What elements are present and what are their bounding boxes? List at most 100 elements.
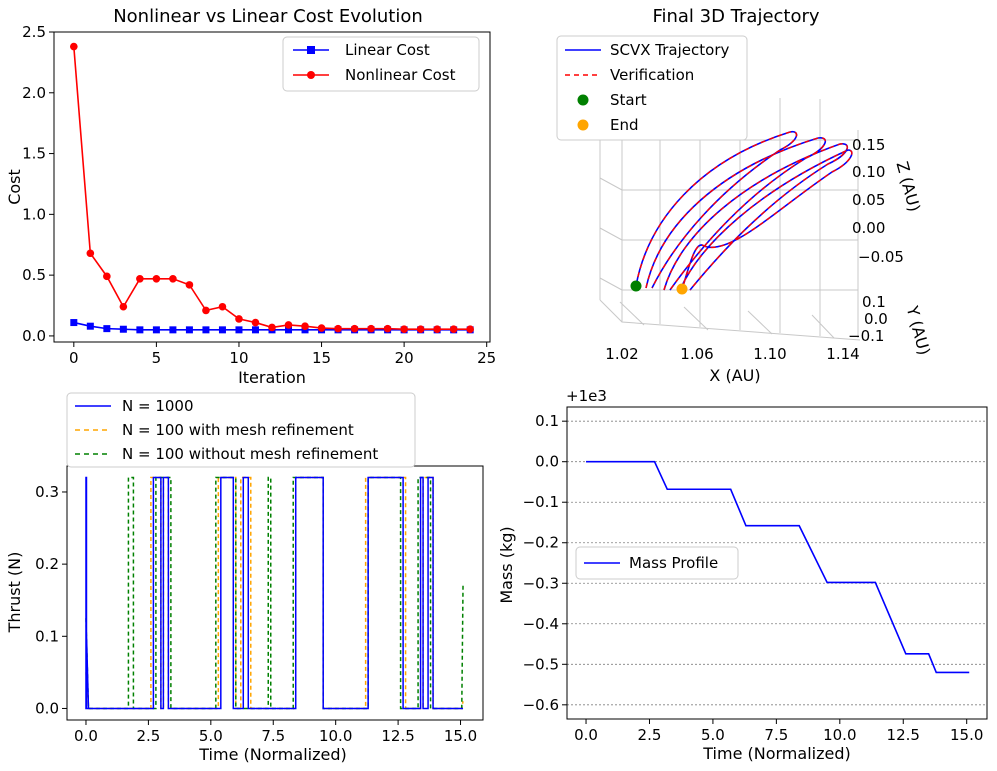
linear-cost-point <box>86 322 94 330</box>
x-tick-label: 5.0 <box>701 726 725 744</box>
nonlinear-cost-point <box>202 306 210 315</box>
x-tick-label: 15 <box>312 349 331 367</box>
nonlinear-cost-point <box>103 272 111 281</box>
cost-chart-frame <box>53 31 491 343</box>
linear-cost-point <box>169 326 177 334</box>
cost-legend-box <box>282 36 480 92</box>
mass-chart-legend: Mass Profile <box>575 546 739 580</box>
thrust-legend-box <box>66 392 416 468</box>
legend-linear-label: Linear Cost <box>345 41 430 59</box>
y-tick-label: −0.4 <box>523 615 559 633</box>
trajectory-3d-chart: Final 3D Trajectory 1.02 1.06 1.10 1.14 <box>556 6 934 385</box>
traj-ytick: −0.1 <box>848 327 884 345</box>
nonlinear-cost-point <box>86 249 95 258</box>
nonlinear-cost-point <box>416 325 425 334</box>
nonlinear-cost-point <box>251 318 260 327</box>
cost-chart-ylabel: Cost <box>5 169 24 205</box>
nonlinear-cost-point <box>466 325 474 334</box>
legend-nonlinear-marker <box>307 71 315 79</box>
traj-ytick: 0.1 <box>862 293 886 311</box>
trajectory-legend: SCVX Trajectory Verification Start End <box>556 35 748 141</box>
linear-cost-point <box>235 326 243 334</box>
y-tick-label: 0.3 <box>35 483 59 501</box>
x-tick-label: 20 <box>395 349 414 367</box>
traj-xtick: 1.06 <box>680 345 713 363</box>
nonlinear-cost-point <box>70 42 78 51</box>
legend-linear-marker <box>307 46 315 54</box>
legend-end-label: End <box>610 116 639 134</box>
traj-ztick: 0.15 <box>852 136 885 154</box>
y-tick-label: 1.5 <box>22 145 46 163</box>
traj-ztick: 0.10 <box>852 163 885 181</box>
nonlinear-cost-point <box>449 325 458 334</box>
legend-start-marker <box>577 94 589 106</box>
mass-offset-label: +1e3 <box>566 387 607 405</box>
x-tick-label: 10.0 <box>319 727 352 745</box>
nonlinear-cost-point <box>119 302 128 311</box>
y-tick-label: 0.0 <box>22 327 46 345</box>
trajectory-start-point <box>630 280 642 292</box>
cost-chart-legend: Linear Cost Nonlinear Cost <box>282 36 480 92</box>
nomesh-thrust-line <box>85 476 464 710</box>
nonlinear-cost-point <box>136 274 144 283</box>
traj-zlabel: Z (AU) <box>893 159 925 213</box>
traj-ztick: −0.05 <box>858 248 904 266</box>
traj-ztick: 0.00 <box>852 219 885 237</box>
trajectory-end-point <box>676 283 688 295</box>
nonlinear-cost-point <box>367 324 375 333</box>
y-tick-label: −0.3 <box>523 574 559 592</box>
cost-evolution-chart: Nonlinear vs Linear Cost Evolution 0 5 10 1… <box>5 6 496 387</box>
traj-legend-box <box>556 35 748 141</box>
x-tick-label: 0.0 <box>574 726 598 744</box>
mass-legend-box <box>575 546 739 580</box>
x-tick-label: 10 <box>229 349 248 367</box>
thrust-chart-ylabel: Thrust (N) <box>5 552 24 634</box>
n1000-thrust-line <box>85 476 464 710</box>
y-tick-label: 0.2 <box>35 555 59 573</box>
legend-n1000-label: N = 1000 <box>122 397 194 415</box>
nonlinear-cost-point <box>218 302 227 311</box>
cost-chart-title: Nonlinear vs Linear Cost Evolution <box>113 6 423 27</box>
traj-xtick: 1.02 <box>605 345 638 363</box>
linear-cost-point <box>285 326 293 334</box>
mass-chart-frame <box>566 406 988 720</box>
x-tick-label: 10.0 <box>823 726 856 744</box>
legend-nomesh-label: N = 100 without mesh refinement <box>122 445 378 463</box>
legend-nonlinear-label: Nonlinear Cost <box>345 66 456 84</box>
legend-end-marker <box>577 119 589 131</box>
traj-ytick: 0.0 <box>864 310 888 328</box>
x-tick-label: 7.5 <box>764 726 788 744</box>
y-tick-label: 0.5 <box>22 266 46 284</box>
y-tick-label: 0.0 <box>35 699 59 717</box>
linear-cost-point <box>70 319 78 327</box>
legend-mass-label: Mass Profile <box>629 554 718 572</box>
nonlinear-cost-point <box>383 324 392 333</box>
y-tick-label: −0.5 <box>523 655 559 673</box>
legend-start-label: Start <box>610 91 647 109</box>
x-tick-label: 7.5 <box>261 727 285 745</box>
mesh-thrust-line <box>85 476 464 710</box>
nonlinear-cost-point <box>350 324 359 333</box>
nonlinear-cost-point <box>169 274 177 283</box>
thrust-chart-xlabel: Time (Normalized) <box>198 745 346 764</box>
thrust-chart: 0.0 2.5 5.0 7.5 10.0 12.5 15.0 0.0 0.1 0.2 0.3 Tim… <box>5 392 484 764</box>
x-tick-label: 2.5 <box>638 726 662 744</box>
y-tick-label: 2.5 <box>22 23 46 41</box>
linear-cost-point <box>103 325 111 333</box>
linear-cost-point <box>152 326 160 334</box>
x-tick-label: 12.5 <box>887 726 920 744</box>
x-tick-label: 15.0 <box>444 727 477 745</box>
mass-chart-ylabel: Mass (kg) <box>497 526 516 603</box>
cost-chart-xlabel: Iteration <box>238 368 306 387</box>
x-tick-label: 5.0 <box>199 727 223 745</box>
y-tick-label: 0.1 <box>535 412 559 430</box>
x-tick-label: 2.5 <box>136 727 160 745</box>
y-tick-label: 0.0 <box>535 453 559 471</box>
y-tick-label: −0.6 <box>523 696 559 714</box>
linear-cost-point <box>136 326 144 334</box>
y-tick-label: −0.2 <box>523 534 559 552</box>
trajectory-chart-title: Final 3D Trajectory <box>652 6 819 27</box>
x-tick-label: 15.0 <box>950 726 983 744</box>
y-tick-label: 1.0 <box>22 205 46 223</box>
